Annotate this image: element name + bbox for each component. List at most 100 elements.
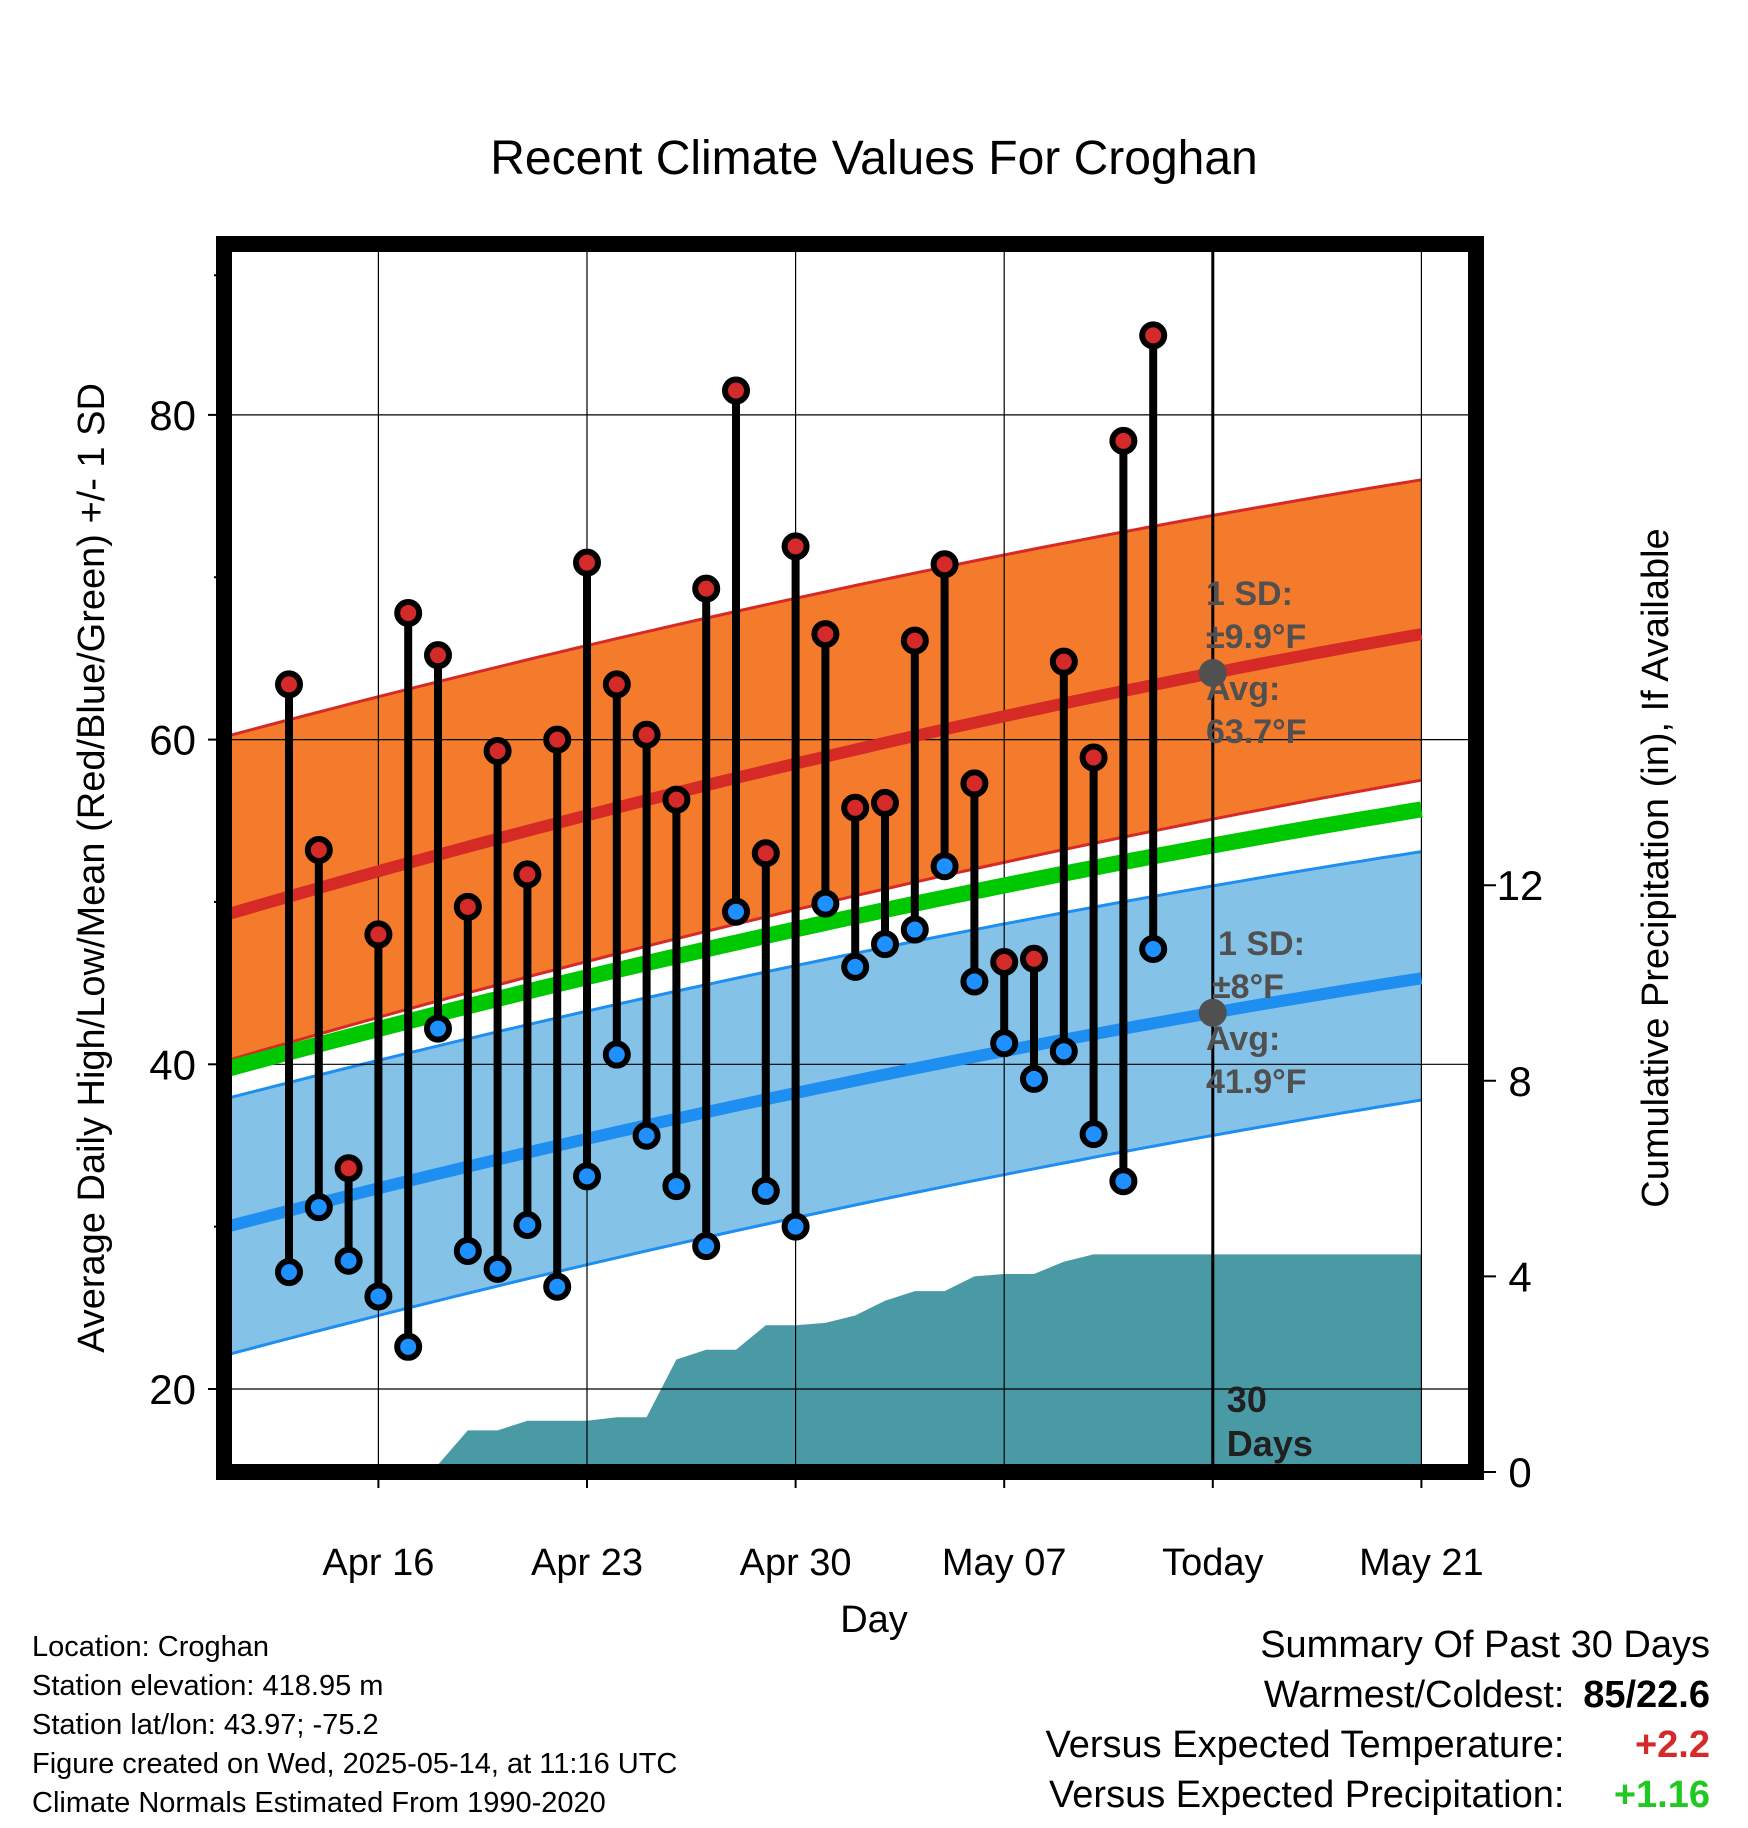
daily-high-point [1109, 426, 1138, 455]
daily-low-point [662, 1172, 691, 1201]
daily-high-point [1079, 743, 1108, 772]
daily-high-point [692, 574, 721, 603]
daily-low-point [632, 1121, 661, 1150]
y2-tick-label: 8 [1508, 1058, 1531, 1105]
low-sd-value: ±8°F [1212, 968, 1284, 1006]
daily-low-point [1020, 1064, 1048, 1093]
y2-tick-label: 4 [1508, 1253, 1531, 1300]
daily-low-point [1109, 1167, 1138, 1196]
y-tick-label: 60 [149, 717, 196, 764]
high-sd-value: ±9.9°F [1206, 618, 1306, 656]
daily-low-point [334, 1246, 363, 1275]
y2-tick-label: 0 [1508, 1449, 1531, 1496]
daily-high-point [960, 769, 989, 798]
precipitation-departure-value: +1.16 [1613, 1774, 1710, 1816]
warmest-value: 85 [1583, 1674, 1626, 1716]
daily-high-point [900, 626, 929, 655]
daily-low-point [781, 1212, 810, 1241]
plot-area: 1 SD: ±9.9°F Avg: 63.7°F 1 SD: ±8°F Avg: 41.9°F… [149, 236, 1544, 1584]
temperature-departure-label: Versus Expected Temperature: [1045, 1724, 1565, 1766]
daily-low-point [1049, 1037, 1078, 1066]
y-tick-label: 20 [149, 1366, 196, 1413]
daily-low-point [692, 1232, 721, 1261]
daily-high-point [602, 670, 631, 699]
mean-average-line [224, 801, 1423, 1079]
daily-high-point [453, 892, 482, 921]
station-info: Location: Croghan Station elevation: 418… [32, 1628, 677, 1823]
created-text: Figure created on Wed, 2025-05-14, at 11… [32, 1748, 678, 1780]
warmest-coldest-row: Warmest/Coldest: 85/22.6 [1046, 1670, 1710, 1720]
daily-high-point [513, 860, 542, 889]
elevation-text: Station elevation: 418.95 m [32, 1670, 384, 1702]
daily-high-point [930, 550, 959, 579]
warmest-coldest-value: 85/22.6 [1575, 1670, 1710, 1720]
x-tick-label: May 21 [1359, 1542, 1484, 1584]
low-avg-value: 41.9°F [1206, 1063, 1307, 1101]
x-tick-label: Apr 30 [740, 1542, 852, 1584]
daily-high-point [394, 598, 423, 627]
daily-high-point [781, 532, 810, 561]
daily-low-point [304, 1193, 333, 1222]
y-axis-label: Average Daily High/Low/Mean (Red/Blue/Gr… [71, 383, 113, 1353]
today-high-avg-marker [1198, 659, 1227, 688]
plot-frame [216, 236, 1484, 1480]
plot-content: 1 SD: ±9.9°F Avg: 63.7°F 1 SD: ±8°F Avg: 41.9°F… [224, 244, 1476, 1472]
daily-low-point [751, 1176, 780, 1205]
low-upper-sd-line [224, 850, 1422, 1101]
daily-high-point [662, 785, 691, 814]
high-upper-sd-line [224, 478, 1422, 739]
daily-high-point [424, 641, 452, 670]
daily-high-point [543, 725, 572, 754]
high-avg-label: Avg: [1206, 670, 1280, 708]
low-lower-sd-line [224, 1098, 1422, 1358]
daily-low-point [841, 952, 870, 981]
daily-high-point [1020, 944, 1048, 973]
latlon-text: Station lat/lon: 43.97; -75.2 [32, 1709, 379, 1741]
summary-heading: Summary Of Past 30 Days [1260, 1624, 1710, 1666]
daily-low-point [811, 889, 840, 918]
precipitation-departure-label: Versus Expected Precipitation: [1049, 1774, 1565, 1816]
daily-high-point [871, 788, 899, 817]
daily-high-point [573, 548, 601, 577]
location-text: Location: Croghan [32, 1631, 269, 1663]
daily-high-point [722, 376, 750, 405]
precipitation-departure-row: Versus Expected Precipitation: +1.16 [1046, 1770, 1710, 1820]
x-tick-label: Apr 23 [531, 1542, 643, 1584]
today-low-avg-marker [1198, 998, 1227, 1027]
temperature-departure-row: Versus Expected Temperature: +2.2 [1046, 1720, 1710, 1770]
summary-panel: Summary Of Past 30 Days Warmest/Coldest:… [1046, 1620, 1710, 1820]
y2-axis-label: Cumulative Precipitation (in), If Availa… [1635, 528, 1677, 1207]
daily-low-point [513, 1211, 542, 1240]
daily-low-point [543, 1272, 572, 1301]
daily-high-point [275, 670, 303, 699]
low-sd-label: 1 SD: [1218, 925, 1305, 963]
daily-high-point [751, 839, 780, 868]
y-tick-label: 80 [149, 392, 196, 439]
x-axis-label: Day [840, 1599, 908, 1641]
warm-cold-separator: / [1625, 1674, 1637, 1716]
daily-high-point [632, 720, 661, 749]
daily-low-point [1079, 1120, 1108, 1149]
daily-low-point [424, 1014, 452, 1043]
daily-high-point [811, 620, 840, 649]
daily-low-point [483, 1254, 512, 1283]
daily-high-point [990, 948, 1019, 977]
warmest-coldest-label: Warmest/Coldest: [1263, 1674, 1565, 1716]
x-tick-label: Apr 16 [322, 1542, 434, 1584]
high-avg-value: 63.7°F [1206, 713, 1307, 751]
x-tick-label: Today [1162, 1542, 1263, 1584]
daily-high-point [1049, 647, 1078, 676]
precipitation-area [224, 1254, 1422, 1472]
daily-high-point [304, 835, 333, 864]
daily-low-point [722, 897, 750, 926]
daily-low-point [960, 967, 989, 996]
daily-low-point [453, 1237, 482, 1266]
daily-low-point [930, 852, 959, 881]
daily-low-point [275, 1258, 303, 1287]
daily-high-point [483, 736, 512, 765]
normals-text: Climate Normals Estimated From 1990-2020 [32, 1787, 606, 1819]
y2-tick-label: 12 [1497, 862, 1544, 909]
daily-low-point [900, 915, 929, 944]
daily-low-point [364, 1282, 393, 1311]
